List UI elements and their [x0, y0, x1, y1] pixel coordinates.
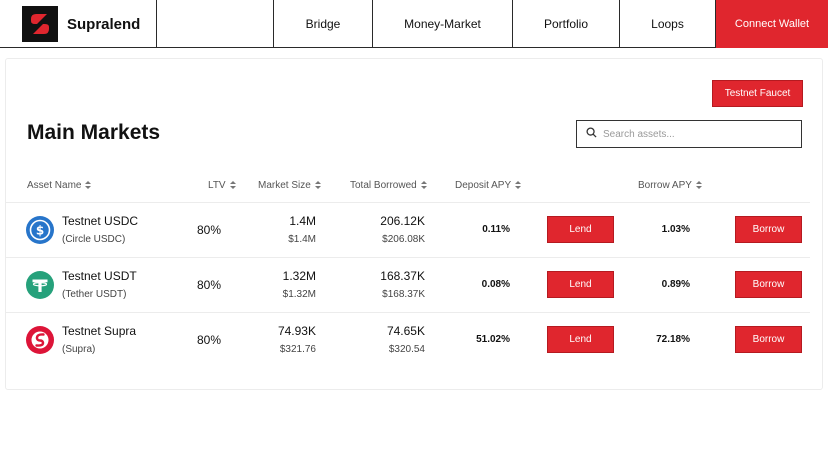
search-input[interactable] [603, 128, 783, 140]
divider [6, 312, 810, 313]
market-size-usd: $1.32M [282, 289, 316, 300]
nav-bridge[interactable]: Bridge [274, 0, 373, 48]
column-borrow-apy[interactable]: Borrow APY [638, 180, 702, 191]
divider [6, 202, 810, 203]
market-size-usd: $321.76 [279, 344, 316, 355]
asset-subname: (Supra) [62, 344, 96, 355]
column-label: Deposit APY [455, 180, 512, 191]
total-borrowed-usd: $168.37K [382, 289, 425, 300]
deposit-apy: 0.11% [482, 224, 510, 235]
sort-icon [314, 180, 321, 191]
brand-name: Supralend [67, 15, 141, 33]
markets-card [5, 58, 823, 390]
testnet-faucet-button[interactable]: Testnet Faucet [712, 80, 803, 107]
column-label: Borrow APY [638, 180, 692, 191]
market-size-usd: $1.4M [288, 234, 316, 245]
table-row: $ Testnet USDC (Circle USDC) 80% 1.4M $1… [6, 202, 810, 257]
borrow-button[interactable]: Borrow [735, 216, 802, 243]
market-size: 74.93K [277, 324, 316, 338]
table-row: Testnet Supra (Supra) 80% 74.93K $321.76… [6, 312, 810, 367]
column-label: LTV [208, 180, 226, 191]
column-total-borrowed[interactable]: Total Borrowed [350, 180, 427, 191]
lend-button[interactable]: Lend [547, 216, 614, 243]
total-borrowed: 74.65K [386, 324, 425, 338]
total-borrowed-usd: $206.08K [382, 234, 425, 245]
column-label: Asset Name [27, 180, 82, 191]
borrow-button[interactable]: Borrow [735, 271, 802, 298]
sort-icon [695, 180, 702, 191]
search-box[interactable] [576, 120, 802, 148]
deposit-apy: 0.08% [481, 279, 510, 290]
market-size: 1.32M [282, 269, 316, 283]
total-borrowed-usd: $320.54 [388, 344, 425, 355]
top-nav: Supralend Bridge Money-Market Portfolio … [0, 0, 828, 48]
brand[interactable]: Supralend [0, 0, 157, 48]
total-borrowed: 206.12K [380, 214, 425, 228]
page-title: Main Markets [27, 121, 161, 144]
asset-name: Testnet USDT [62, 269, 137, 283]
sort-icon [515, 180, 522, 191]
column-label: Total Borrowed [350, 180, 417, 191]
nav-portfolio[interactable]: Portfolio [513, 0, 620, 48]
market-size: 1.4M [289, 214, 316, 228]
borrow-button[interactable]: Borrow [735, 326, 802, 353]
ltv-value: 80% [197, 278, 222, 292]
svg-text:$: $ [36, 224, 44, 238]
nav-money-market[interactable]: Money-Market [373, 0, 513, 48]
usdt-icon [26, 271, 54, 299]
deposit-apy: 51.02% [476, 334, 510, 345]
usdc-icon: $ [26, 216, 54, 244]
sort-icon [420, 180, 427, 191]
nav-loops[interactable]: Loops [620, 0, 716, 48]
asset-subname: (Circle USDC) [62, 234, 126, 245]
borrow-apy: 1.03% [661, 224, 690, 235]
column-label: Market Size [258, 180, 311, 191]
supra-icon [26, 326, 54, 354]
divider [6, 257, 810, 258]
search-icon [586, 125, 597, 143]
total-borrowed: 168.37K [380, 269, 425, 283]
column-asset-name[interactable]: Asset Name [27, 180, 92, 191]
ltv-value: 80% [197, 223, 222, 237]
lend-button[interactable]: Lend [547, 271, 614, 298]
asset-name: Testnet Supra [62, 324, 137, 338]
asset-subname: (Tether USDT) [62, 289, 127, 300]
sort-icon [229, 180, 236, 191]
nav-spacer [157, 0, 274, 48]
table-row: Testnet USDT (Tether USDT) 80% 1.32M $1.… [6, 257, 810, 312]
borrow-apy: 0.89% [661, 279, 690, 290]
column-market-size[interactable]: Market Size [258, 180, 321, 191]
connect-wallet-button[interactable]: Connect Wallet [716, 0, 828, 48]
column-deposit-apy[interactable]: Deposit APY [455, 180, 522, 191]
ltv-value: 80% [197, 333, 222, 347]
supralend-logo-icon [22, 6, 58, 42]
lend-button[interactable]: Lend [547, 326, 614, 353]
borrow-apy: 72.18% [656, 334, 690, 345]
sort-icon [85, 180, 92, 191]
column-ltv[interactable]: LTV [208, 180, 236, 191]
asset-name: Testnet USDC [62, 214, 139, 228]
